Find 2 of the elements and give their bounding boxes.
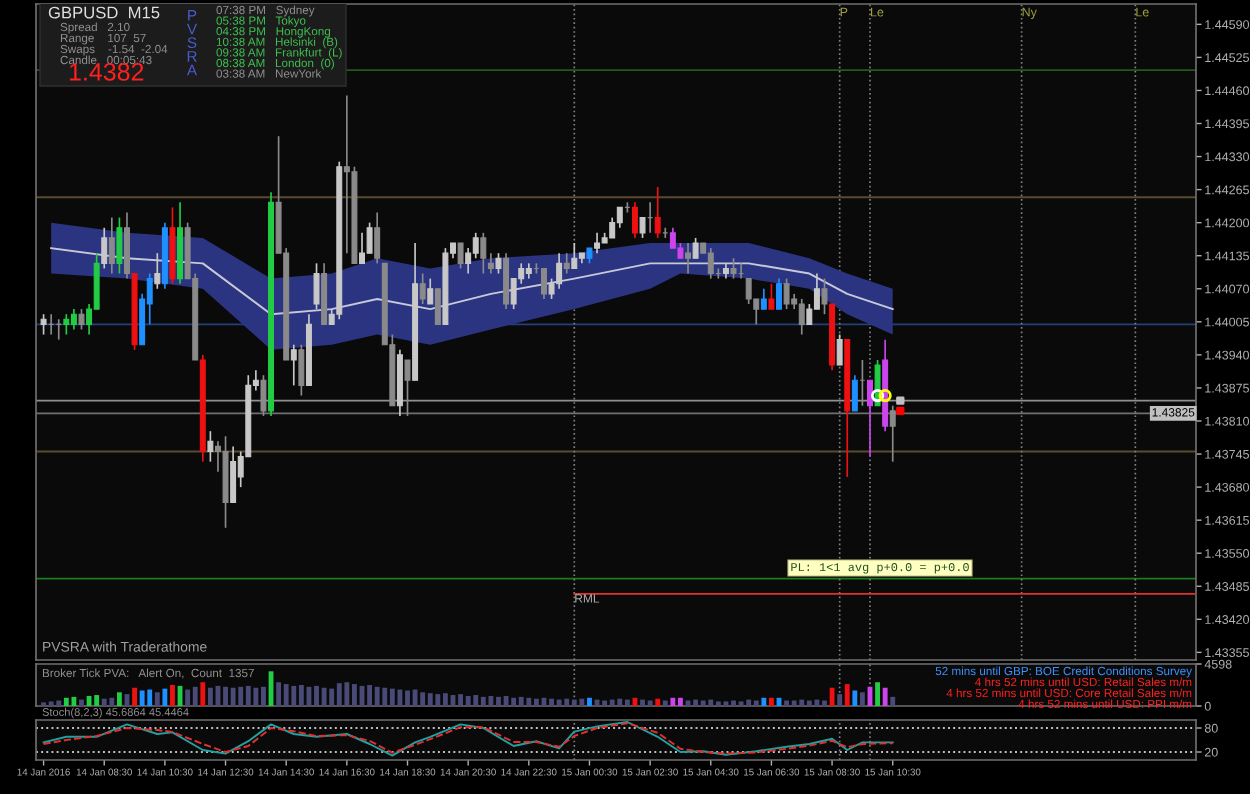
annotation: 1.4382 (69, 63, 144, 81)
annotation: GBPUSD M15 (48, 6, 160, 19)
